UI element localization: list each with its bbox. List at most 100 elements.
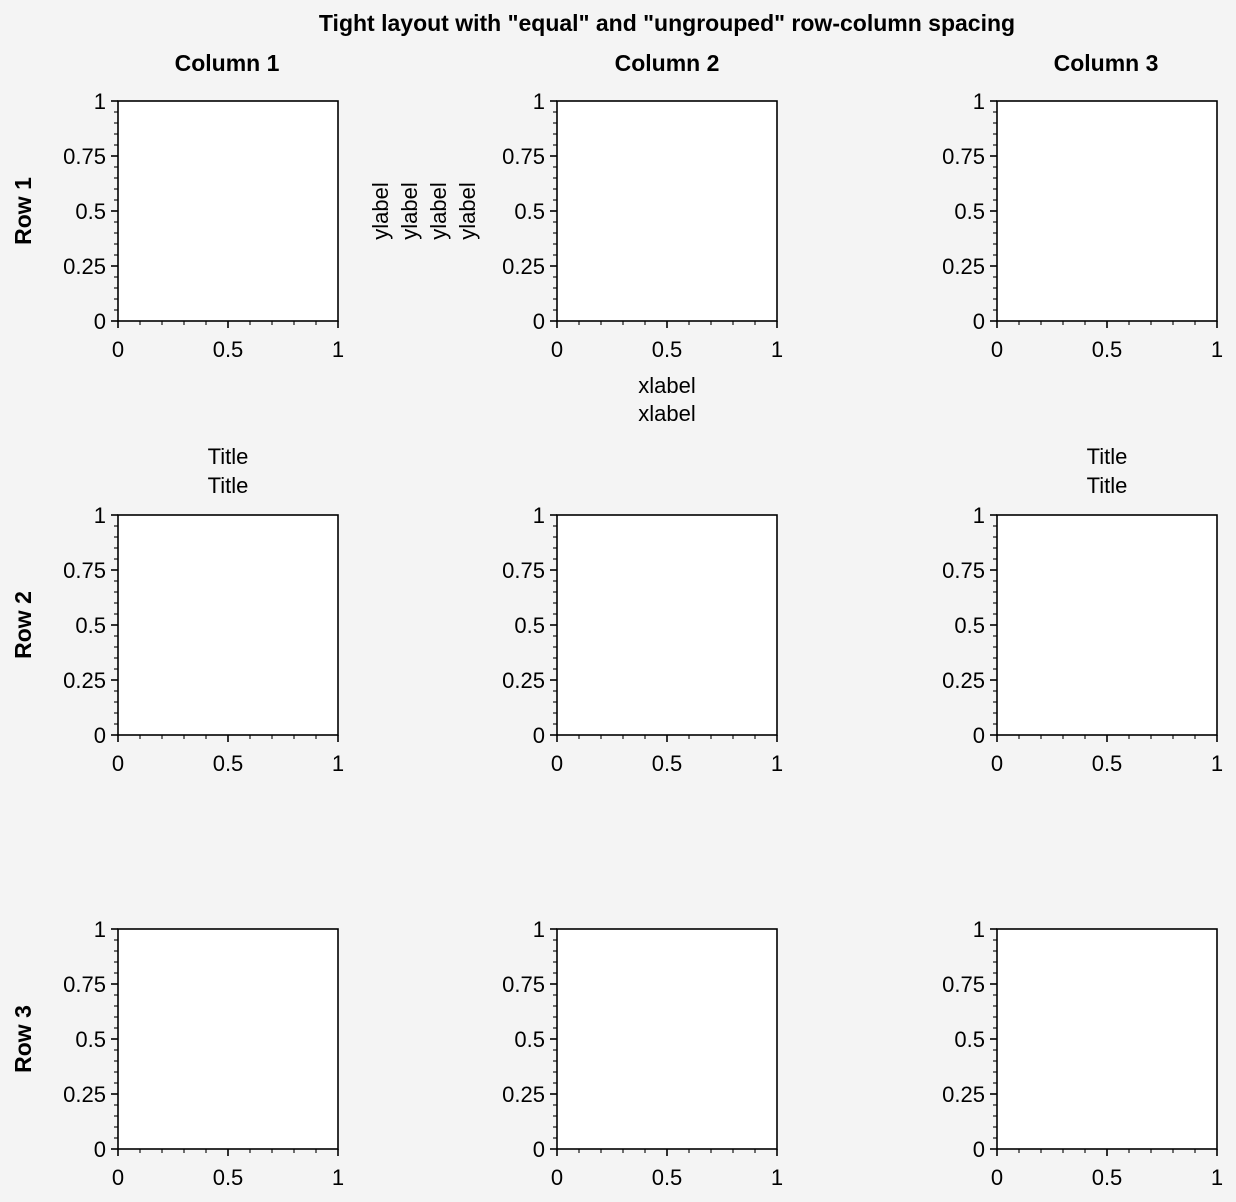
y-tick-label: 0.5 xyxy=(954,1027,985,1052)
row-title-2: Row 2 xyxy=(10,591,36,659)
y-tick-label: 0 xyxy=(973,1137,985,1162)
y-tick-label: 1 xyxy=(94,89,106,114)
x-tick-label: 0.5 xyxy=(1092,337,1123,362)
x-tick-label: 0.5 xyxy=(213,337,244,362)
axes-frame xyxy=(996,100,1218,322)
y-tick-label: 0.5 xyxy=(75,1027,106,1052)
x-tick-label: 1 xyxy=(332,1165,344,1190)
y-tick-label: 1 xyxy=(533,503,545,528)
axes-r3c2: 0 0.5 1 0 0.25 0.5 0.75 1 xyxy=(502,917,783,1190)
y-tick-label: 0 xyxy=(533,1137,545,1162)
y-tick-label: 1 xyxy=(973,503,985,528)
row-title-3: Row 3 xyxy=(10,1005,36,1073)
x-tick-label: 1 xyxy=(332,337,344,362)
column-title-1: Column 1 xyxy=(175,50,280,76)
axes-frame xyxy=(117,100,339,322)
column-title-3: Column 3 xyxy=(1054,50,1159,76)
y-tick-label: 0.25 xyxy=(63,254,106,279)
y-tick-label: 0.25 xyxy=(63,668,106,693)
y-tick-label: 0.5 xyxy=(954,199,985,224)
x-tick-label: 0.5 xyxy=(213,751,244,776)
y-tick-label: 0.75 xyxy=(502,144,545,169)
y-tick-label: 0.5 xyxy=(75,613,106,638)
axes-title: Title xyxy=(1087,473,1128,498)
x-axis-label: xlabel xyxy=(638,401,695,426)
x-tick-label: 0 xyxy=(551,337,563,362)
x-tick-label: 0.5 xyxy=(652,751,683,776)
y-tick-label: 0.25 xyxy=(942,1082,985,1107)
axes-r2c1: 0 0.5 1 0 0.25 0.5 0.75 1 Title Title xyxy=(63,444,344,776)
y-tick-label: 0 xyxy=(973,309,985,334)
x-tick-label: 0 xyxy=(112,337,124,362)
y-tick-label: 0.75 xyxy=(63,558,106,583)
axes-title: Title xyxy=(208,444,249,469)
x-tick-label: 0.5 xyxy=(1092,751,1123,776)
y-tick-label: 0 xyxy=(94,1137,106,1162)
x-tick-label: 0 xyxy=(991,751,1003,776)
axes-frame xyxy=(996,928,1218,1150)
x-tick-label: 0 xyxy=(551,751,563,776)
x-tick-label: 1 xyxy=(1211,1165,1223,1190)
axes-frame xyxy=(117,928,339,1150)
x-tick-label: 1 xyxy=(771,337,783,362)
y-tick-label: 0.25 xyxy=(942,254,985,279)
axes-frame xyxy=(556,100,778,322)
y-tick-label: 0.5 xyxy=(514,199,545,224)
x-tick-label: 1 xyxy=(1211,337,1223,362)
y-axis-label: ylabel xyxy=(397,182,422,239)
axes-r2c3: 0 0.5 1 0 0.25 0.5 0.75 1 Title Title xyxy=(942,444,1223,776)
x-tick-label: 1 xyxy=(1211,751,1223,776)
y-tick-label: 0.5 xyxy=(514,613,545,638)
y-tick-label: 0.5 xyxy=(954,613,985,638)
y-tick-label: 0 xyxy=(94,723,106,748)
y-tick-label: 0.25 xyxy=(942,668,985,693)
y-axis-label: ylabel xyxy=(368,182,393,239)
x-tick-label: 1 xyxy=(771,1165,783,1190)
y-tick-label: 0 xyxy=(533,723,545,748)
axes-r3c3: 0 0.5 1 0 0.25 0.5 0.75 1 xyxy=(942,917,1223,1190)
y-tick-label: 0.5 xyxy=(75,199,106,224)
y-tick-label: 1 xyxy=(94,917,106,942)
y-tick-label: 1 xyxy=(533,917,545,942)
y-axis-label: ylabel xyxy=(455,182,480,239)
axes-r2c2: 0 0.5 1 0 0.25 0.5 0.75 1 xyxy=(502,503,783,776)
axes-frame xyxy=(556,928,778,1150)
y-tick-label: 0.75 xyxy=(63,972,106,997)
x-tick-label: 0 xyxy=(551,1165,563,1190)
axes-r1c3: 0 0.5 1 0 0.25 0.5 0.75 1 xyxy=(942,89,1223,362)
y-tick-label: 0.25 xyxy=(502,668,545,693)
y-tick-label: 1 xyxy=(973,917,985,942)
x-tick-label: 1 xyxy=(771,751,783,776)
figure-title: Tight layout with "equal" and "ungrouped… xyxy=(319,10,1015,36)
axes-r1c1: 0 0.5 1 0 0.25 0.5 0.75 1 xyxy=(63,89,344,362)
x-tick-label: 0 xyxy=(112,1165,124,1190)
column-title-2: Column 2 xyxy=(615,50,720,76)
y-tick-label: 0 xyxy=(973,723,985,748)
x-tick-label: 0.5 xyxy=(1092,1165,1123,1190)
x-tick-label: 0.5 xyxy=(652,1165,683,1190)
y-tick-label: 1 xyxy=(973,89,985,114)
y-axis-label: ylabel xyxy=(426,182,451,239)
x-tick-label: 0 xyxy=(991,1165,1003,1190)
y-tick-label: 0.25 xyxy=(502,254,545,279)
x-tick-label: 0.5 xyxy=(213,1165,244,1190)
axes-frame xyxy=(996,514,1218,736)
y-tick-label: 1 xyxy=(533,89,545,114)
y-tick-label: 0.5 xyxy=(514,1027,545,1052)
y-tick-label: 0 xyxy=(94,309,106,334)
axes-frame xyxy=(556,514,778,736)
y-tick-label: 1 xyxy=(94,503,106,528)
y-tick-label: 0.75 xyxy=(942,972,985,997)
y-tick-label: 0.25 xyxy=(502,1082,545,1107)
x-tick-label: 0.5 xyxy=(652,337,683,362)
y-tick-label: 0 xyxy=(533,309,545,334)
x-tick-label: 0 xyxy=(991,337,1003,362)
axes-title: Title xyxy=(208,473,249,498)
axes-r3c1: 0 0.5 1 0 0.25 0.5 0.75 1 xyxy=(63,917,344,1190)
y-tick-label: 0.75 xyxy=(502,972,545,997)
x-axis-label: xlabel xyxy=(638,373,695,398)
y-tick-label: 0.75 xyxy=(942,144,985,169)
axes-title: Title xyxy=(1087,444,1128,469)
